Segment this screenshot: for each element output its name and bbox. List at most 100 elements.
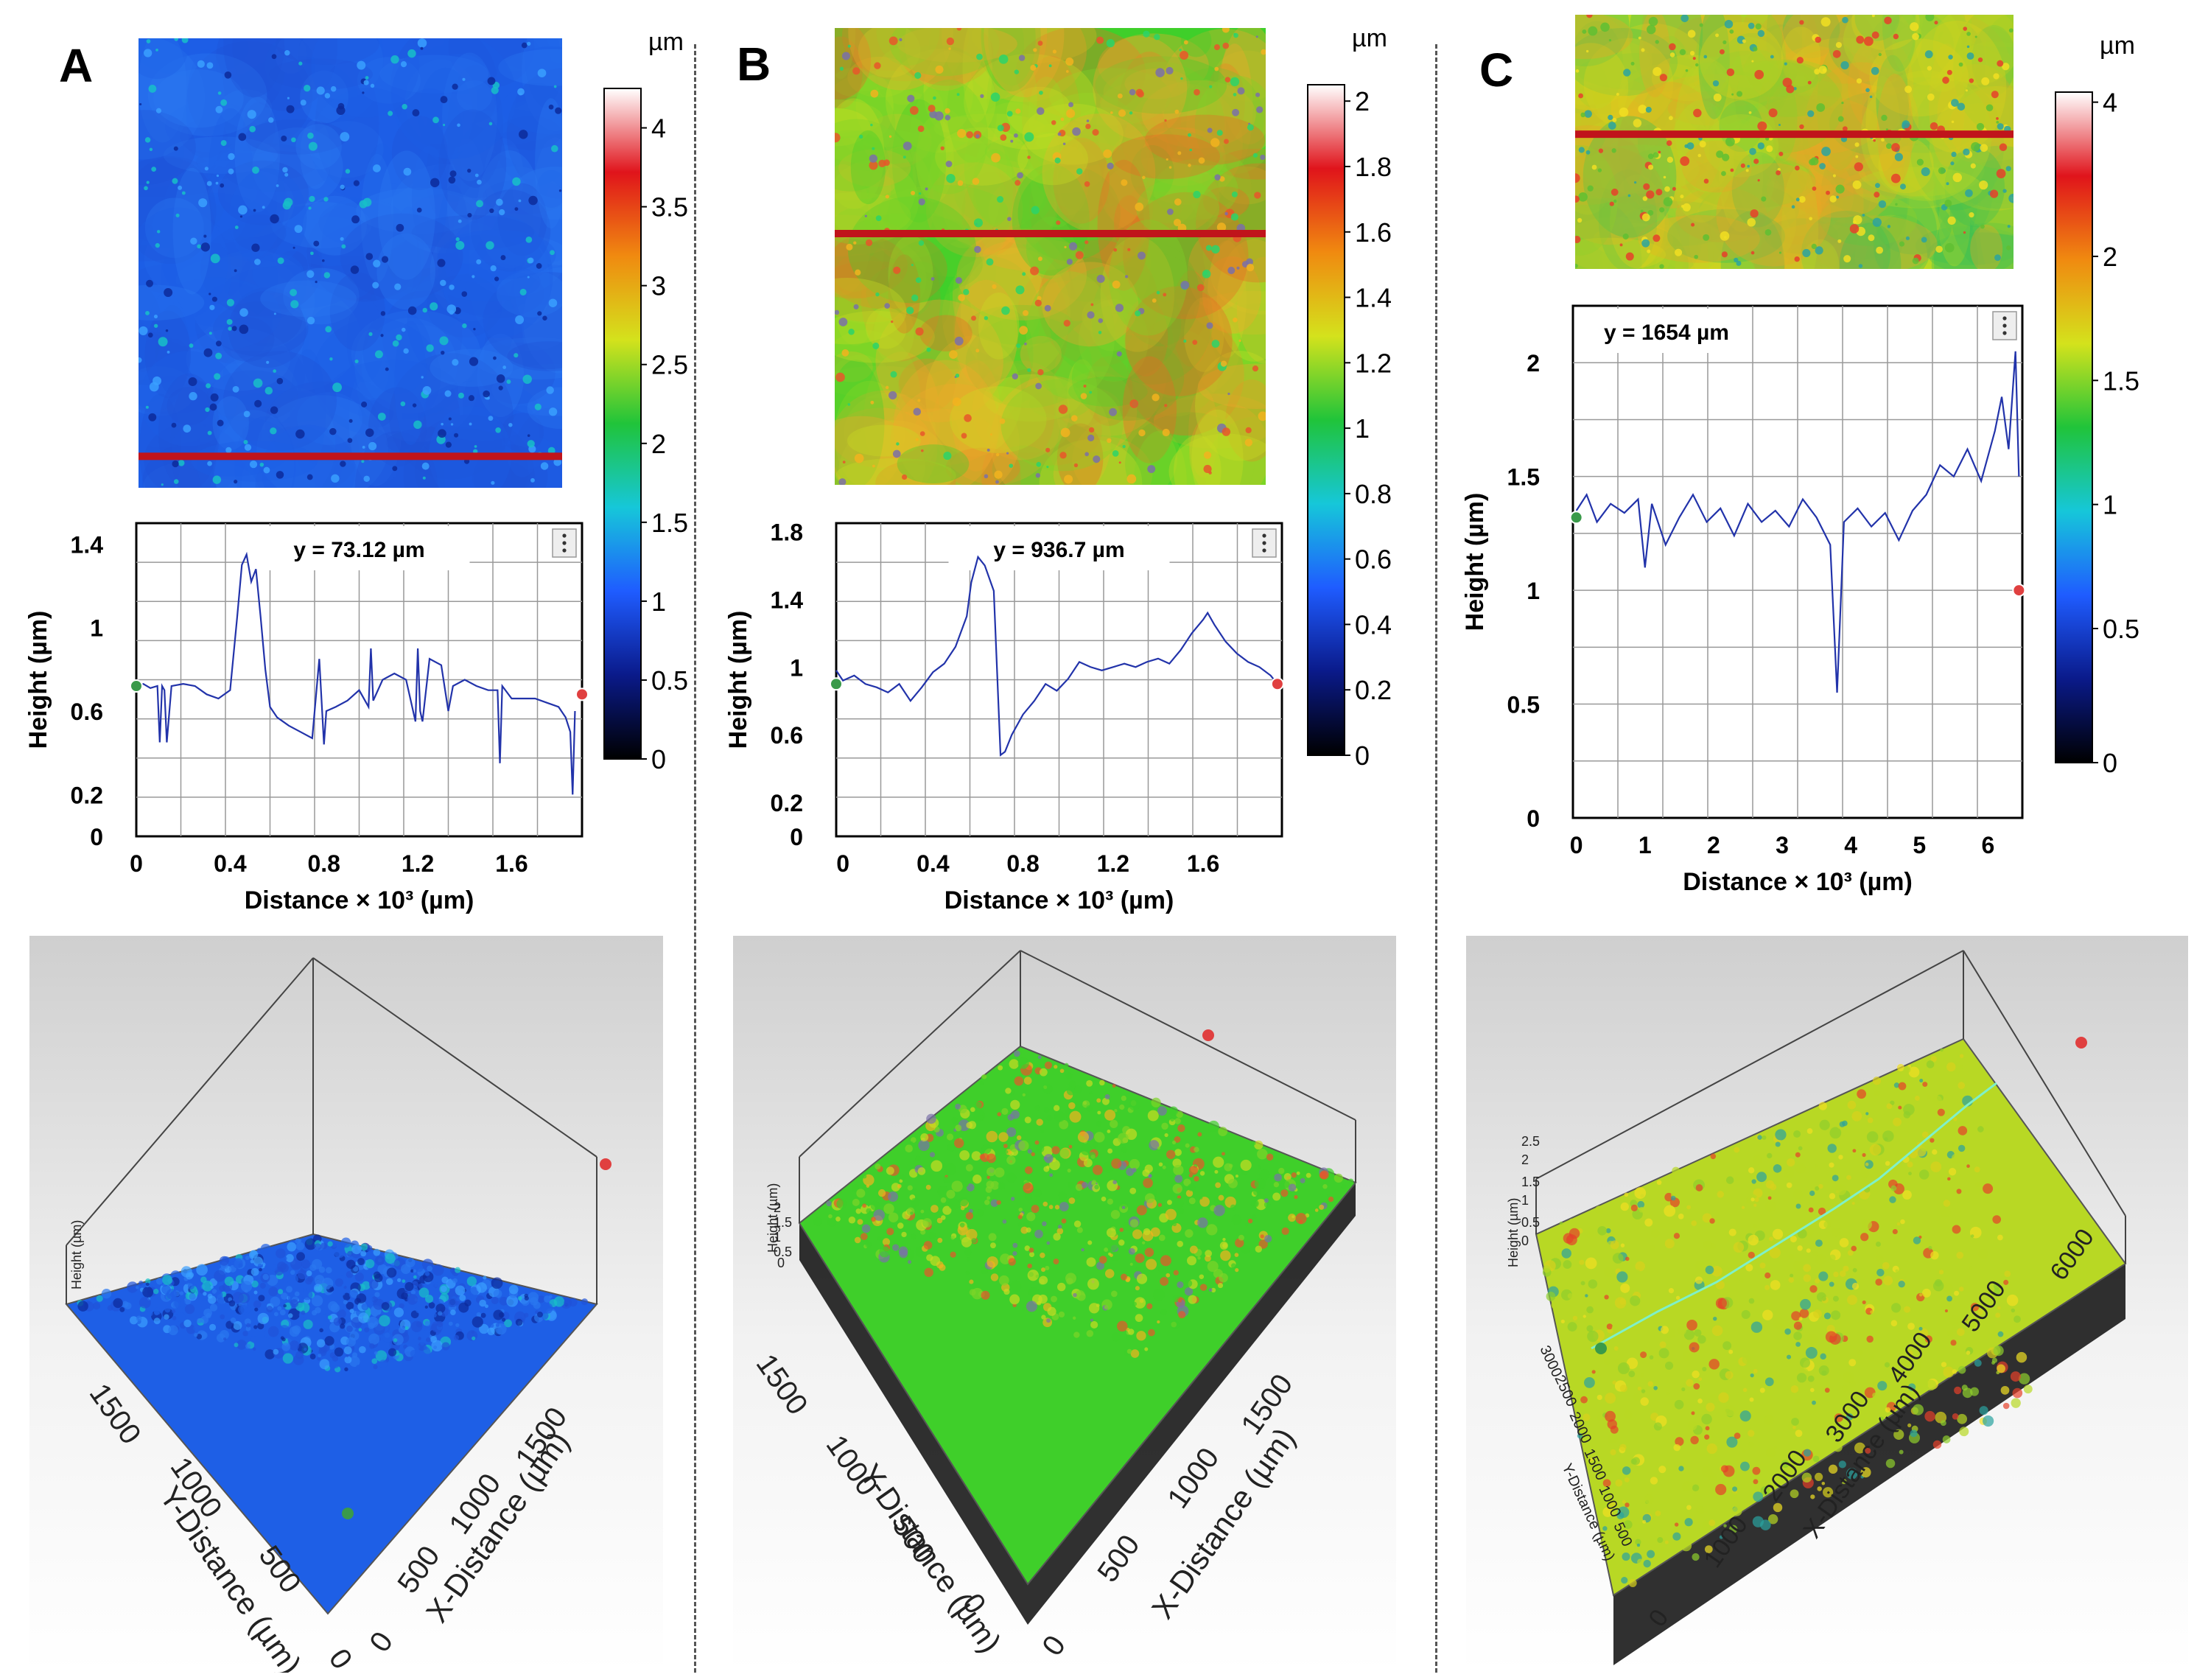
- surface-feature: [277, 1306, 282, 1311]
- heatmap-speck: [515, 315, 525, 324]
- heatmap-region: [277, 205, 333, 274]
- surface-feature: [1082, 1181, 1088, 1189]
- heatmap-speck: [452, 359, 459, 366]
- heatmap-region: [1930, 22, 1986, 105]
- heatmap-region: [407, 263, 515, 383]
- heatmap-speck: [207, 461, 212, 466]
- heatmap-region: [1968, 38, 2013, 109]
- heatmap-speck: [958, 294, 965, 301]
- heatmap-region: [234, 416, 296, 488]
- heatmap-speck: [1039, 91, 1043, 95]
- heatmap-speck: [915, 277, 922, 284]
- surface-feature: [358, 1328, 362, 1331]
- surface-feature: [1288, 1183, 1297, 1192]
- surface-feature: [1865, 1112, 1869, 1116]
- surface-feature: [1695, 1184, 1703, 1191]
- heatmap-speck: [1675, 248, 1683, 256]
- surface-feature: [1622, 1499, 1626, 1504]
- surface-feature: [1591, 1370, 1596, 1374]
- surface-feature: [1696, 1505, 1705, 1515]
- heatmap-speck: [1672, 186, 1676, 191]
- surface-feature: [1620, 1243, 1625, 1247]
- surface-feature: [1760, 1485, 1770, 1496]
- surface-feature: [142, 1287, 154, 1298]
- surface-feature: [1328, 1196, 1334, 1203]
- heatmap-region: [846, 426, 931, 485]
- heatmap-speck: [1252, 365, 1259, 372]
- surface-feature: [266, 1306, 273, 1313]
- heatmap-speck: [1216, 130, 1223, 136]
- surface-feature: [1042, 1084, 1053, 1094]
- surface-feature: [1803, 1449, 1812, 1457]
- heatmap-region: [835, 351, 873, 382]
- surface-feature: [1748, 1298, 1755, 1304]
- heatmap-region: [978, 292, 1020, 360]
- heatmap-region: [1575, 15, 1633, 111]
- profile-end-marker: [1270, 677, 1284, 691]
- heatmap-region: [404, 59, 477, 145]
- surface-feature: [427, 1265, 432, 1272]
- heatmap-region: [1186, 80, 1226, 175]
- surface-feature: [287, 1242, 297, 1252]
- surface-feature: [985, 1186, 992, 1193]
- surface-feature: [1161, 1122, 1168, 1130]
- heatmap-speck: [1017, 172, 1023, 179]
- surface-feature: [1812, 1250, 1818, 1256]
- surface-feature: [1804, 1227, 1815, 1237]
- surface-feature: [1841, 1479, 1847, 1485]
- surface-feature: [251, 1280, 259, 1288]
- y-axis-label: Height (µm): [724, 611, 752, 749]
- heatmap-region: [1082, 298, 1118, 334]
- surface-feature: [1168, 1106, 1179, 1116]
- surface-feature: [929, 1152, 936, 1158]
- surface-feature: [1932, 1095, 1942, 1105]
- y-axis-label: Height (µm): [24, 611, 52, 749]
- surface-feature: [1107, 1130, 1111, 1133]
- surface-feature: [346, 1354, 349, 1357]
- heatmap-speck: [208, 332, 212, 335]
- surface-feature: [1218, 1194, 1224, 1201]
- surface-feature: [416, 1321, 422, 1328]
- heatmap-speck: [1963, 27, 1968, 31]
- colorbar-tick-label: 1.5: [2103, 365, 2139, 396]
- heatmap-speck: [330, 85, 337, 92]
- surface-feature: [1104, 1109, 1116, 1121]
- heatmap-speck: [308, 206, 312, 210]
- heatmap-region: [1742, 145, 1854, 245]
- surface-feature: [1959, 1427, 1969, 1437]
- colorbar-tick-label: 0: [651, 744, 666, 774]
- surface-feature: [982, 1205, 986, 1210]
- surface-feature: [491, 1296, 499, 1304]
- heatmap-speck: [449, 170, 457, 178]
- heatmap-region: [1053, 436, 1153, 485]
- heatmap-speck: [1209, 85, 1213, 88]
- heatmap-speck: [1849, 224, 1860, 234]
- surface-feature: [483, 1275, 487, 1280]
- surface-feature: [236, 1340, 247, 1350]
- surface-feature: [1172, 1222, 1177, 1227]
- surface-feature: [1543, 1265, 1551, 1273]
- heatmap-region: [438, 229, 556, 281]
- surface-feature: [346, 1301, 354, 1310]
- surface-feature: [1641, 1389, 1646, 1393]
- heatmap-speck: [1809, 217, 1813, 221]
- heatmap-speck: [148, 85, 157, 93]
- heatmap-speck: [1996, 117, 1999, 120]
- heatmap-speck: [994, 470, 1003, 479]
- heatmap-region: [919, 315, 972, 351]
- heatmap-region: [1657, 77, 1746, 172]
- surface-feature: [1818, 1207, 1826, 1216]
- surface-feature: [875, 1163, 881, 1170]
- heatmap-speck: [1203, 451, 1212, 459]
- heatmap-speck: [1832, 174, 1837, 178]
- heatmap-region: [1953, 15, 2013, 135]
- heatmap-region: [411, 214, 535, 251]
- heatmap-region: [175, 256, 295, 304]
- surface-feature: [1847, 1295, 1857, 1306]
- heatmap-region: [447, 268, 545, 318]
- surface-feature: [426, 1337, 431, 1343]
- heatmap-speck: [1112, 450, 1119, 457]
- heatmap-speck: [1233, 93, 1237, 97]
- heatmap-region: [1972, 25, 2013, 96]
- surface-feature: [1966, 1350, 1971, 1355]
